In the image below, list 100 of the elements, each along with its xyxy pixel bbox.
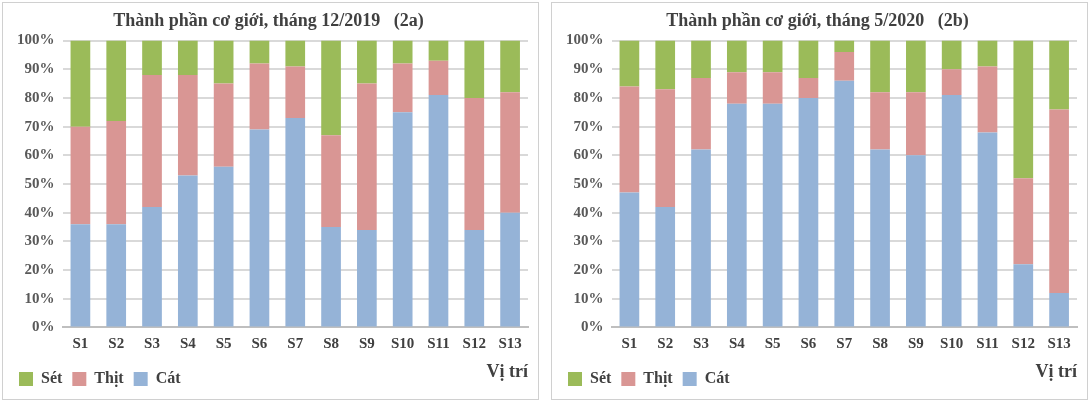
- bar: [142, 206, 162, 327]
- bar: [321, 40, 341, 136]
- x-tick-label: S3: [144, 335, 160, 352]
- bar: [870, 40, 890, 93]
- bar: [177, 175, 198, 327]
- bar: [977, 66, 998, 133]
- bar: [464, 40, 485, 98]
- bar: [906, 40, 926, 93]
- bar: [870, 149, 890, 327]
- bar: [357, 40, 377, 84]
- y-tick-label: 100%: [17, 31, 55, 48]
- bar: [70, 224, 91, 327]
- bar: [762, 72, 783, 104]
- y-tick-label: 50%: [573, 174, 604, 191]
- x-tick-label: S3: [693, 335, 709, 352]
- y-tick-label: 80%: [573, 88, 604, 105]
- bar: [106, 40, 127, 121]
- bar: [619, 192, 640, 327]
- x-tick-label: S1: [621, 335, 638, 352]
- bar: [500, 212, 520, 327]
- x-tick-label: S13: [1047, 335, 1071, 352]
- bar: [177, 40, 198, 76]
- chart-title: Thành phần cơ giới, tháng 12/2019 (2a): [113, 10, 424, 32]
- x-tick-label: S11: [427, 335, 450, 352]
- x-tick-label: S10: [391, 335, 415, 352]
- bar: [1049, 40, 1069, 110]
- x-tick-label: S8: [323, 335, 339, 352]
- y-tick-label: 50%: [24, 174, 55, 191]
- y-tick-label: 0%: [581, 318, 604, 335]
- bar: [392, 63, 413, 113]
- x-tick-label: S2: [657, 335, 674, 352]
- legend-label: Sét: [41, 369, 63, 387]
- bar: [691, 40, 711, 78]
- x-tick-label: S4: [179, 335, 197, 352]
- bar: [106, 224, 127, 327]
- bar: [906, 155, 926, 327]
- bar: [798, 97, 819, 327]
- bar: [977, 132, 998, 327]
- bar: [464, 229, 485, 327]
- bar: [870, 92, 890, 150]
- bar: [249, 63, 270, 130]
- legend-label: Thịt: [94, 369, 125, 388]
- x-tick-label: S5: [764, 335, 781, 352]
- chart-title: Thành phần cơ giới, tháng 5/2020 (2b): [666, 10, 969, 32]
- bar: [977, 40, 998, 67]
- bar: [1013, 40, 1034, 179]
- y-tick-label: 10%: [573, 289, 604, 306]
- y-tick-label: 40%: [573, 203, 604, 220]
- bar: [834, 40, 855, 53]
- x-tick-label: S6: [251, 335, 268, 352]
- bar: [834, 52, 855, 81]
- x-axis-title: Vị trí: [486, 360, 529, 381]
- bar: [177, 75, 198, 176]
- y-tick-label: 80%: [24, 88, 55, 105]
- bar: [321, 135, 341, 228]
- y-tick-label: 0%: [32, 318, 55, 335]
- bar: [428, 60, 449, 96]
- bar: [428, 95, 449, 327]
- y-tick-label: 90%: [573, 60, 604, 77]
- bar: [619, 86, 640, 193]
- x-tick-label: S7: [287, 335, 304, 352]
- bar: [941, 69, 962, 96]
- bar: [691, 77, 711, 150]
- y-tick-label: 40%: [24, 203, 55, 220]
- bar: [464, 97, 485, 230]
- bar: [357, 83, 377, 230]
- x-tick-label: S12: [462, 335, 486, 352]
- y-tick-label: 60%: [573, 146, 604, 163]
- bar: [500, 92, 520, 213]
- bar: [142, 75, 162, 207]
- bar: [106, 120, 127, 225]
- x-tick-label: S4: [728, 335, 746, 352]
- bar: [726, 72, 747, 104]
- bar: [213, 166, 234, 327]
- bar: [428, 40, 449, 61]
- x-axis-title: Vị trí: [1035, 360, 1078, 381]
- x-tick-label: S11: [976, 335, 999, 352]
- bar: [762, 40, 783, 73]
- x-tick-label: S10: [940, 335, 964, 352]
- bar: [655, 89, 676, 207]
- x-tick-label: S9: [358, 335, 375, 352]
- bar: [1013, 178, 1034, 265]
- bar: [213, 40, 234, 84]
- bar: [1049, 292, 1069, 327]
- x-tick-label: S2: [108, 335, 125, 352]
- y-tick-label: 70%: [24, 117, 55, 134]
- x-tick-label: S6: [800, 335, 817, 352]
- x-tick-label: S7: [836, 335, 853, 352]
- bar: [762, 103, 783, 327]
- bar: [655, 206, 676, 327]
- y-tick-label: 70%: [573, 117, 604, 134]
- x-tick-label: S9: [907, 335, 924, 352]
- legend-label: Sét: [590, 369, 612, 387]
- bar: [285, 40, 306, 67]
- bar: [392, 112, 413, 327]
- bar: [142, 40, 162, 76]
- bar: [655, 40, 676, 90]
- y-tick-label: 90%: [24, 60, 55, 77]
- y-tick-label: 30%: [24, 232, 55, 249]
- bar: [798, 40, 819, 78]
